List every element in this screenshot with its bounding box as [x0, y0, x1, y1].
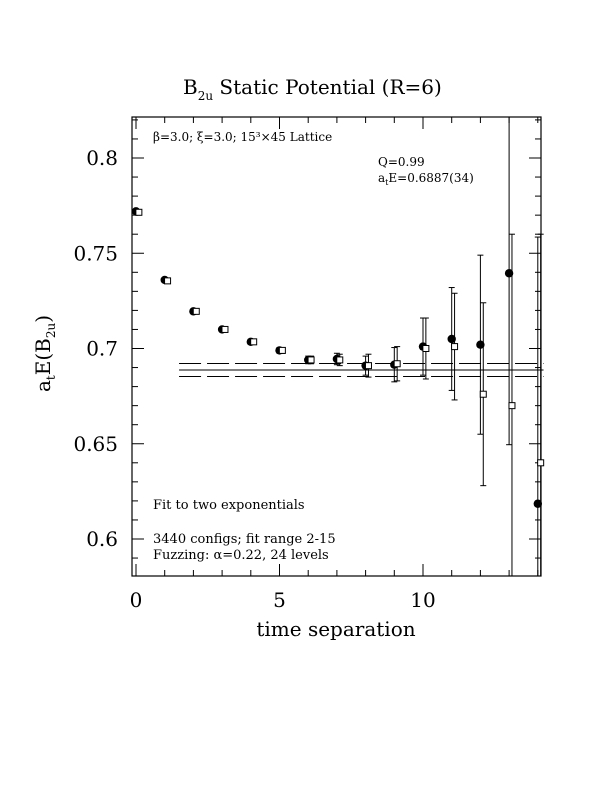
data-point-circle	[447, 334, 456, 344]
data-point-square	[164, 277, 172, 285]
fit-energy-annotation: atE=0.6887(34)	[378, 171, 474, 187]
configs-annotation: 3440 configs; fit range 2-15	[153, 532, 336, 547]
q-value-annotation: Q=0.99	[378, 155, 425, 169]
data-point-square	[364, 362, 372, 370]
y-label-main: a	[31, 380, 55, 392]
tick-labels: 0 5 10 0.6 0.65 0.7 0.75 0.8	[73, 146, 435, 612]
data-point-square	[278, 346, 286, 354]
y-tick-label: 0.8	[86, 146, 118, 170]
data-point-circle	[504, 269, 514, 278]
data-point-square	[336, 356, 344, 364]
y-label-t-subscript: t	[44, 375, 58, 380]
x-tick-label: 0	[130, 588, 143, 612]
data-point-square	[393, 360, 401, 368]
data-point-square	[422, 345, 430, 352]
x-tick-label: 5	[273, 588, 286, 612]
x-tick-label: 10	[410, 588, 435, 612]
data-point-square	[479, 390, 487, 398]
fit-band	[179, 363, 544, 378]
fuzzing-annotation: Fuzzing: α=0.22, 24 levels	[153, 548, 329, 563]
title-main: B	[183, 75, 198, 99]
data-point-square	[192, 307, 200, 315]
data-point-square	[307, 356, 315, 364]
data-point-square	[451, 343, 459, 351]
y-label-mid: E(B	[31, 338, 55, 375]
y-tick-label: 0.75	[73, 241, 118, 265]
data-point-circle	[533, 499, 542, 508]
data-point-square	[221, 325, 229, 333]
fit-energy-prefix: a	[378, 171, 385, 185]
fit-note-annotation: Fit to two exponentials	[153, 498, 305, 513]
data-point-square	[508, 402, 516, 410]
y-label-subscript: 2u	[44, 322, 58, 338]
y-label-end: )	[31, 315, 55, 323]
data-points	[131, 117, 545, 576]
lattice-annotation: β=3.0; ξ=3.0; 15³×45 Lattice	[153, 130, 332, 144]
data-point-square	[250, 338, 258, 346]
title-rest: Static Potential (R=6)	[213, 75, 442, 99]
chart-title: B2u Static Potential (R=6)	[183, 75, 442, 103]
y-tick-label: 0.6	[86, 527, 118, 551]
x-axis-label: time separation	[256, 617, 415, 641]
data-point-circle	[476, 340, 485, 349]
data-point-square	[135, 208, 143, 216]
fit-energy-rest: E=0.6887(34)	[388, 171, 473, 185]
fit-energy-subscript: t	[385, 178, 389, 187]
y-tick-label: 0.7	[86, 337, 118, 361]
y-axis-label: atE(B2u)	[31, 315, 58, 392]
data-point-square	[537, 459, 545, 467]
y-tick-label: 0.65	[73, 432, 118, 456]
title-subscript: 2u	[198, 89, 214, 103]
